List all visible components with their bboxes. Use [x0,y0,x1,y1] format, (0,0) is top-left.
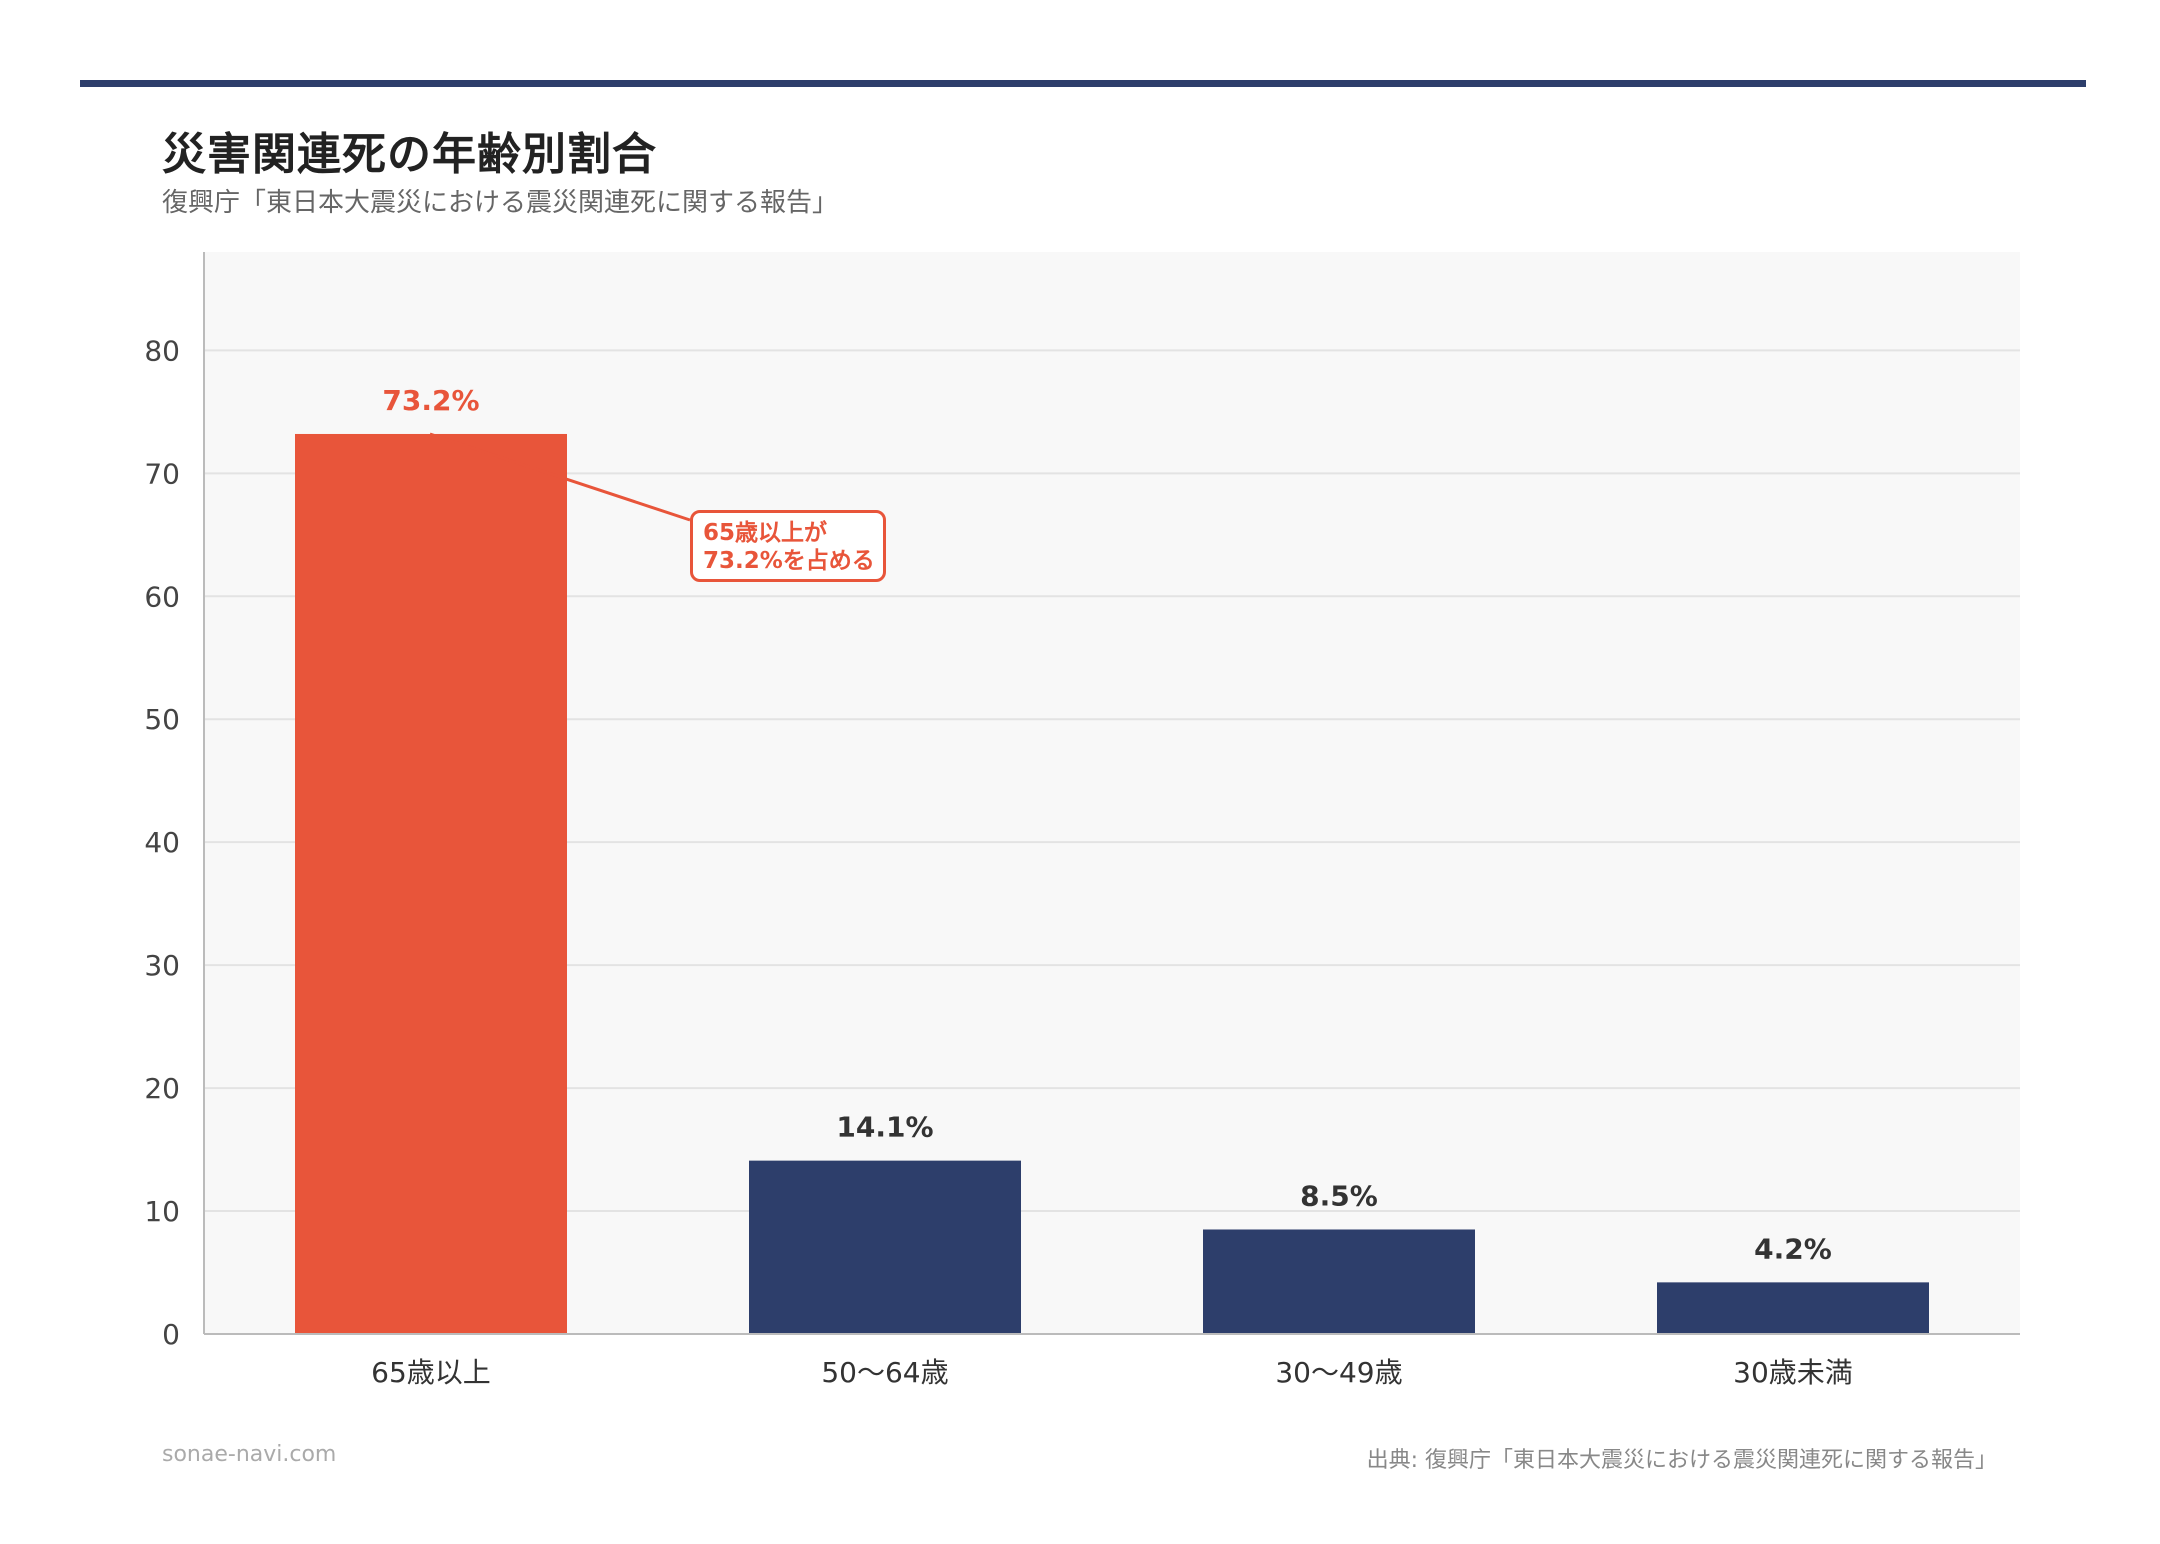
annotation-line-1: 65歳以上が [703,520,828,546]
annotation-callout: 65歳以上が 73.2%を占める [690,510,886,582]
x-axis-ticks: 65歳以上 50〜64歳 30〜49歳 30歳未満 [371,1356,1853,1389]
x-tick-label: 50〜64歳 [821,1356,948,1389]
y-tick-label: 40 [144,826,180,859]
bar-2 [1203,1229,1475,1334]
x-tick-label: 30〜49歳 [1275,1356,1402,1389]
bar-0 [295,433,567,1334]
chart-title: 災害関連死の年齢別割合 [162,129,657,180]
value-label: 4.2% [1754,1232,1832,1265]
value-label: 14.1% [836,1111,933,1144]
y-tick-label: 80 [144,334,180,367]
y-tick-label: 0 [162,1318,180,1351]
x-tick-label: 65歳以上 [371,1356,491,1389]
bars [295,433,1929,1334]
site-credit: sonae-navi.com [162,1442,337,1467]
source-credit: 出典: 復興庁「東日本大震災における震災関連死に関する報告」 [1366,1448,1997,1473]
y-tick-label: 30 [144,949,180,982]
y-tick-label: 70 [144,457,180,490]
annotation-line-2: 73.2%を占める [703,548,875,574]
data-labels: 73.2% 14.1% 8.5% 4.2% [382,384,1831,1265]
bar-3 [1657,1282,1929,1334]
y-tick-label: 60 [144,580,180,613]
value-label: 73.2% [382,384,479,417]
annotation-leader-line [429,432,691,522]
y-tick-label: 50 [144,703,180,736]
bar-1 [749,1160,1021,1334]
y-tick-label: 10 [144,1195,180,1228]
top-rule [80,80,2086,87]
value-label: 8.5% [1300,1179,1378,1212]
y-axis-ticks: 0 10 20 30 40 50 60 70 80 [144,334,180,1351]
y-tick-label: 20 [144,1072,180,1105]
x-tick-label: 30歳未満 [1733,1356,1853,1389]
chart-subtitle: 復興庁「東日本大震災における震災関連死に関する報告」 [162,188,839,218]
